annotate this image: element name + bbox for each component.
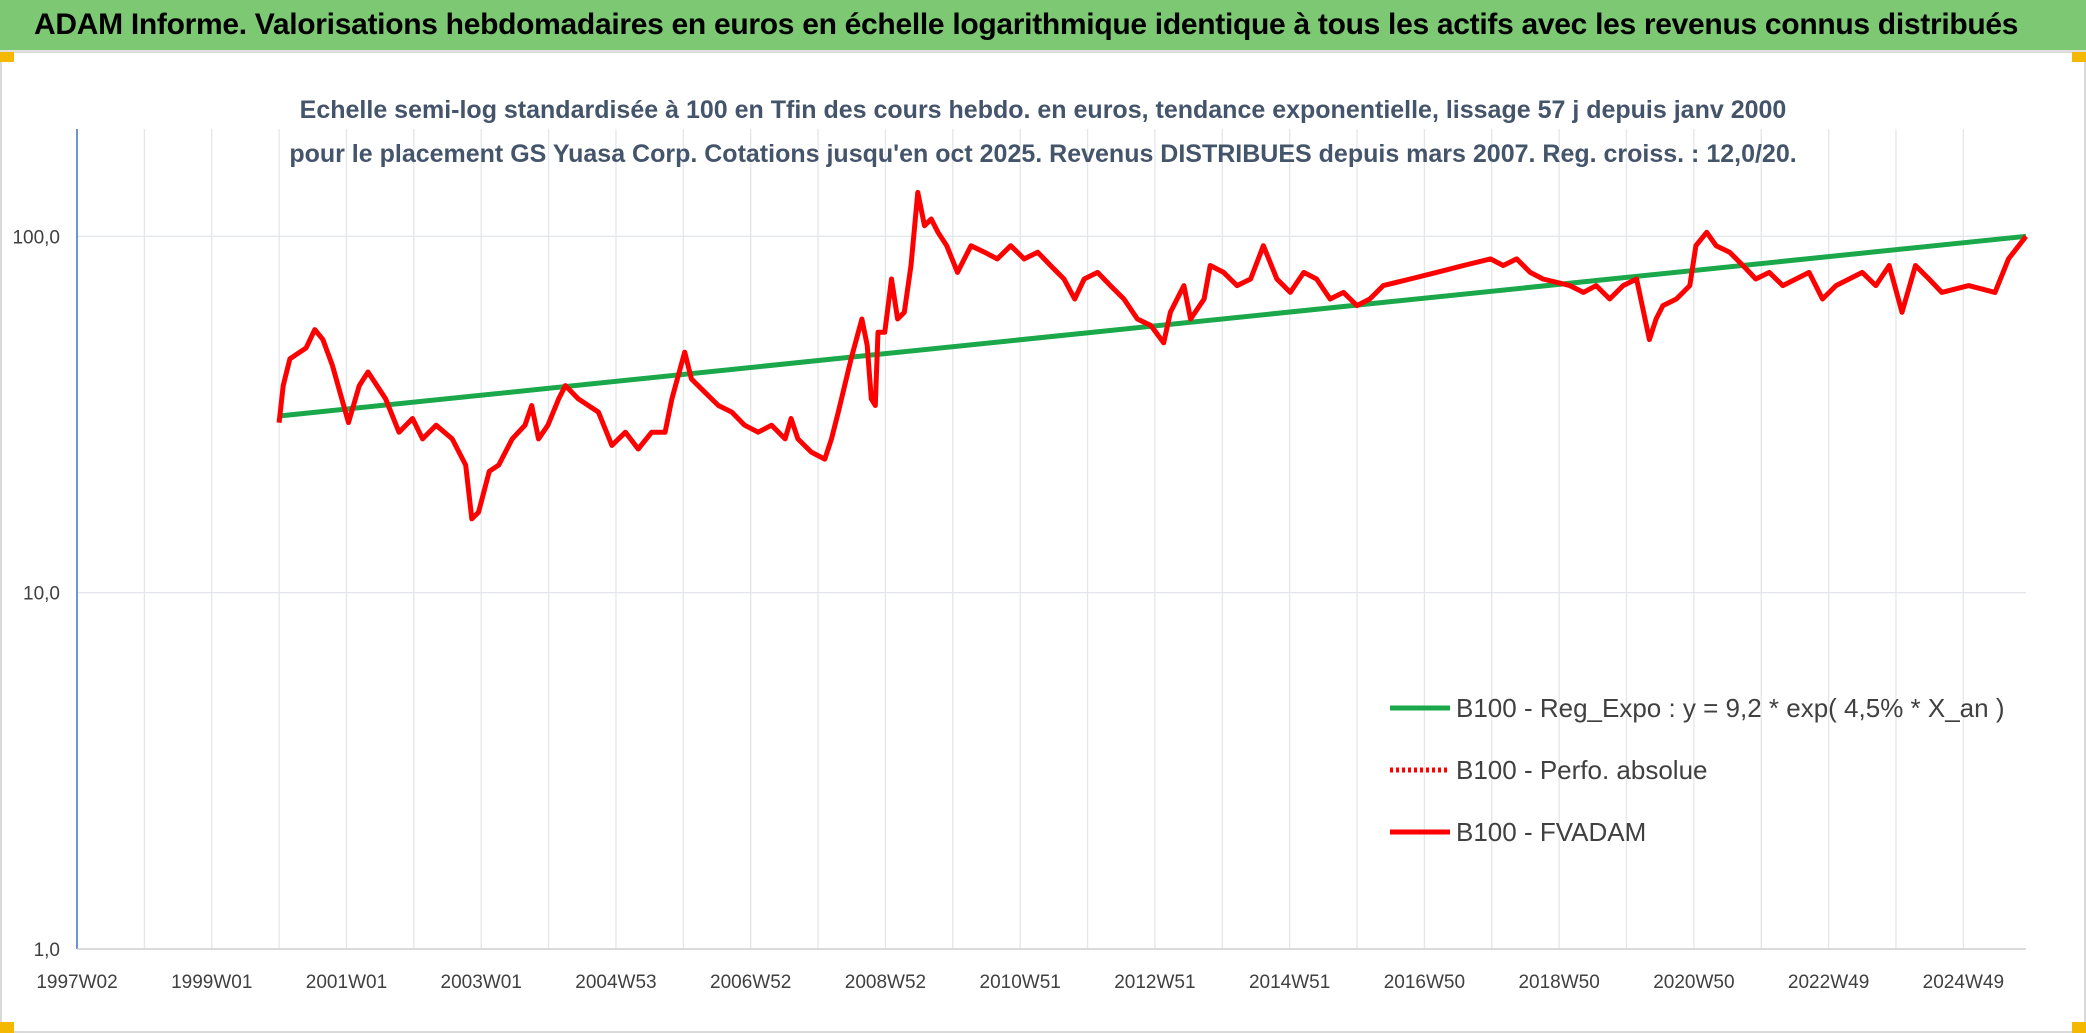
corner [2072,1022,2086,1033]
legend-label: B100 - Reg_Expo : y = 9,2 * exp( 4,5% * … [1456,693,2005,723]
legend-label: B100 - Perfo. absolue [1456,755,1708,785]
series-line [276,189,2028,522]
x-tick-label: 2008W52 [845,972,926,993]
header: ADAM Informe. Valorisations hebdomadaire… [0,0,2086,52]
x-tick-label: 2006W52 [710,972,791,993]
frame [0,51,2086,1033]
x-tick-label: 2012W51 [1114,972,1195,993]
x-tick-label: 2010W51 [980,972,1061,993]
corner [0,1022,14,1033]
x-tick-label: 2016W50 [1384,972,1465,993]
x-tick-label: 2024W49 [1923,972,2004,993]
x-tick-label: 2022W49 [1788,972,1869,993]
x-tick-label: 2014W51 [1249,972,1330,993]
corner [0,52,14,62]
header-title: ADAM Informe. Valorisations hebdomadaire… [34,8,2019,41]
y-tick-label: 1,0 [34,940,60,961]
y-tick-label: 10,0 [23,584,60,605]
x-tick-label: 1999W01 [171,972,252,993]
x-tick-label: 2004W53 [575,972,656,993]
x-tick-label: 2003W01 [441,972,522,993]
x-tick-label: 2001W01 [306,972,387,993]
y-tick-label: 100,0 [12,227,60,248]
chart-subtitle: Echelle semi-log standardisée à 100 en T… [289,96,1797,168]
corner [2072,52,2086,62]
legend-label: B100 - FVADAM [1456,817,1646,847]
x-tick-label: 2018W50 [1518,972,1599,993]
x-tick-label: 2020W50 [1653,972,1734,993]
x-tick-label: 1997W02 [36,972,117,993]
